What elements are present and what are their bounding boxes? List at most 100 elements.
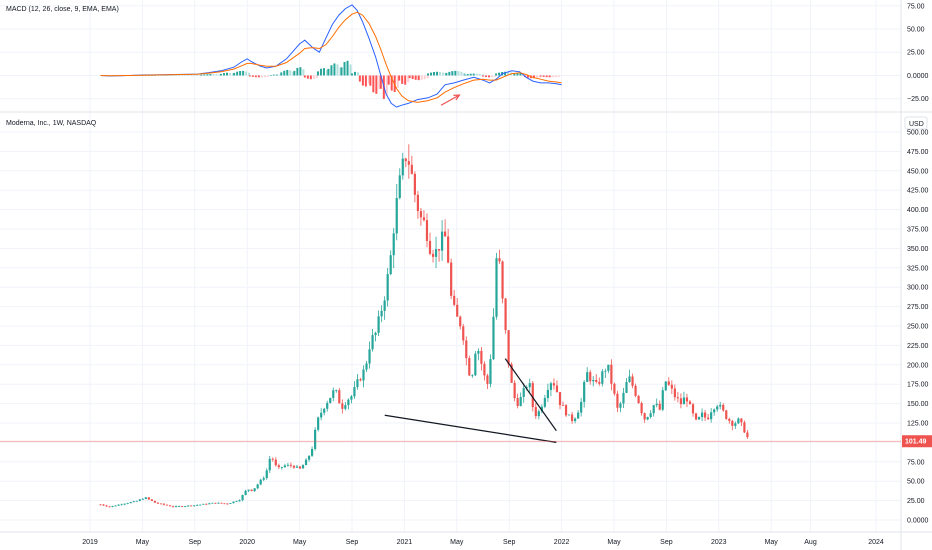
candle-body: [377, 316, 380, 333]
x-tick-label: 2019: [82, 539, 98, 546]
macd-histogram-bar: [457, 71, 460, 76]
price-y-tick-label: 50.00: [907, 479, 925, 486]
price-y-tick-label: 250.00: [907, 324, 929, 331]
macd-histogram-bar: [387, 75, 390, 85]
candle-body: [601, 371, 604, 384]
candle-body: [153, 500, 156, 503]
macd-histogram-bar: [545, 75, 548, 78]
candle-body: [646, 416, 649, 420]
candle-body: [168, 505, 172, 507]
macd-histogram-bar: [302, 69, 305, 76]
macd-histogram-bar: [209, 74, 212, 76]
candle-body: [610, 364, 613, 384]
candle-body: [516, 398, 519, 406]
candle-body: [359, 379, 362, 381]
candle-body: [450, 262, 453, 296]
candle-body: [259, 479, 262, 485]
price-y-tick-label: 425.00: [907, 188, 929, 195]
currency-box[interactable]: [904, 116, 928, 130]
macd-histogram-bar: [215, 74, 218, 76]
macd-histogram-bar: [488, 75, 491, 78]
candle-body: [734, 423, 737, 426]
macd-histogram-bar: [245, 71, 248, 76]
candle-body: [444, 231, 447, 237]
price-y-tick-label: 25.00: [907, 498, 925, 505]
candle-body: [589, 372, 592, 382]
x-tick-label: May: [450, 539, 464, 546]
candle-body: [295, 466, 299, 468]
x-tick-label: Aug: [804, 539, 817, 546]
trendline[interactable]: [384, 414, 557, 443]
candle-body: [105, 505, 108, 507]
macd-histogram-bar: [478, 74, 481, 76]
candle-body: [410, 164, 413, 174]
candle-body: [531, 383, 534, 408]
macd-histogram-bar: [177, 75, 180, 76]
candle-body: [217, 502, 220, 504]
candle-body: [413, 173, 416, 195]
candle-body: [561, 405, 565, 406]
macd-histogram-bar: [519, 72, 522, 76]
candle-body: [570, 414, 574, 421]
candle-body: [628, 376, 631, 383]
candle-body: [619, 403, 622, 408]
macd-histogram-bar: [398, 75, 401, 81]
macd-histogram-bar: [482, 75, 484, 77]
macd-histogram-bar: [442, 72, 445, 76]
macd-histogram-bar: [481, 74, 484, 76]
macd-histogram-bar: [396, 75, 399, 88]
macd-histogram-bar: [190, 75, 193, 76]
candle-body: [574, 418, 577, 421]
candle-body: [335, 390, 338, 391]
candle-body: [722, 404, 725, 411]
macd-histogram-bar: [469, 73, 472, 76]
candle-body: [253, 488, 256, 492]
macd-y-tick-label: −25.00: [907, 96, 929, 103]
candle-body: [707, 417, 710, 420]
macd-histogram-bar: [296, 67, 299, 76]
macd-histogram-bar: [233, 72, 236, 76]
candle-body: [314, 429, 317, 449]
candle-body: [235, 501, 238, 503]
trendline[interactable]: [504, 358, 557, 432]
macd-histogram-bar: [312, 75, 315, 79]
candle-body: [223, 503, 226, 505]
candle-body: [489, 359, 492, 384]
candle-body: [528, 383, 531, 388]
candle-body: [199, 504, 202, 506]
macd-histogram-bar: [407, 75, 410, 83]
macd-histogram-bar: [293, 70, 296, 76]
candle-body: [283, 465, 286, 468]
candle-body: [271, 458, 274, 460]
x-tick-label: May: [607, 539, 621, 546]
macd-histogram-bar: [159, 75, 162, 76]
macd-histogram-bar: [401, 75, 404, 84]
candle-body: [522, 388, 525, 397]
macd-histogram-bar: [423, 75, 426, 80]
x-tick-label: 2020: [239, 539, 255, 546]
candle-body: [126, 503, 129, 504]
macd-histogram-bar: [429, 72, 432, 76]
macd-arrow[interactable]: [440, 94, 460, 106]
candle-body: [374, 332, 377, 336]
price-y-tick-label: 400.00: [907, 207, 929, 214]
candle-body: [171, 506, 175, 508]
macd-histogram-bar: [364, 75, 367, 87]
candle-body: [682, 397, 686, 405]
macd-histogram-bar: [248, 72, 251, 76]
candle-body: [292, 465, 296, 468]
candle-body: [658, 403, 661, 410]
macd-histogram-bar: [460, 71, 463, 76]
macd-histogram-bar: [548, 75, 551, 78]
candle-body: [184, 506, 187, 508]
candle-body: [323, 408, 326, 413]
macd-histogram-bar: [251, 75, 254, 77]
macd-histogram-bar: [263, 75, 266, 78]
macd-arrow-head: [453, 94, 461, 101]
macd-histogram-bar: [426, 73, 429, 76]
price-y-axis: 500.00 475.00 450.00 425.00 400.00 375.00 350.…: [907, 130, 929, 525]
x-tick-label: 2022: [554, 539, 570, 546]
candle-body: [162, 503, 166, 505]
